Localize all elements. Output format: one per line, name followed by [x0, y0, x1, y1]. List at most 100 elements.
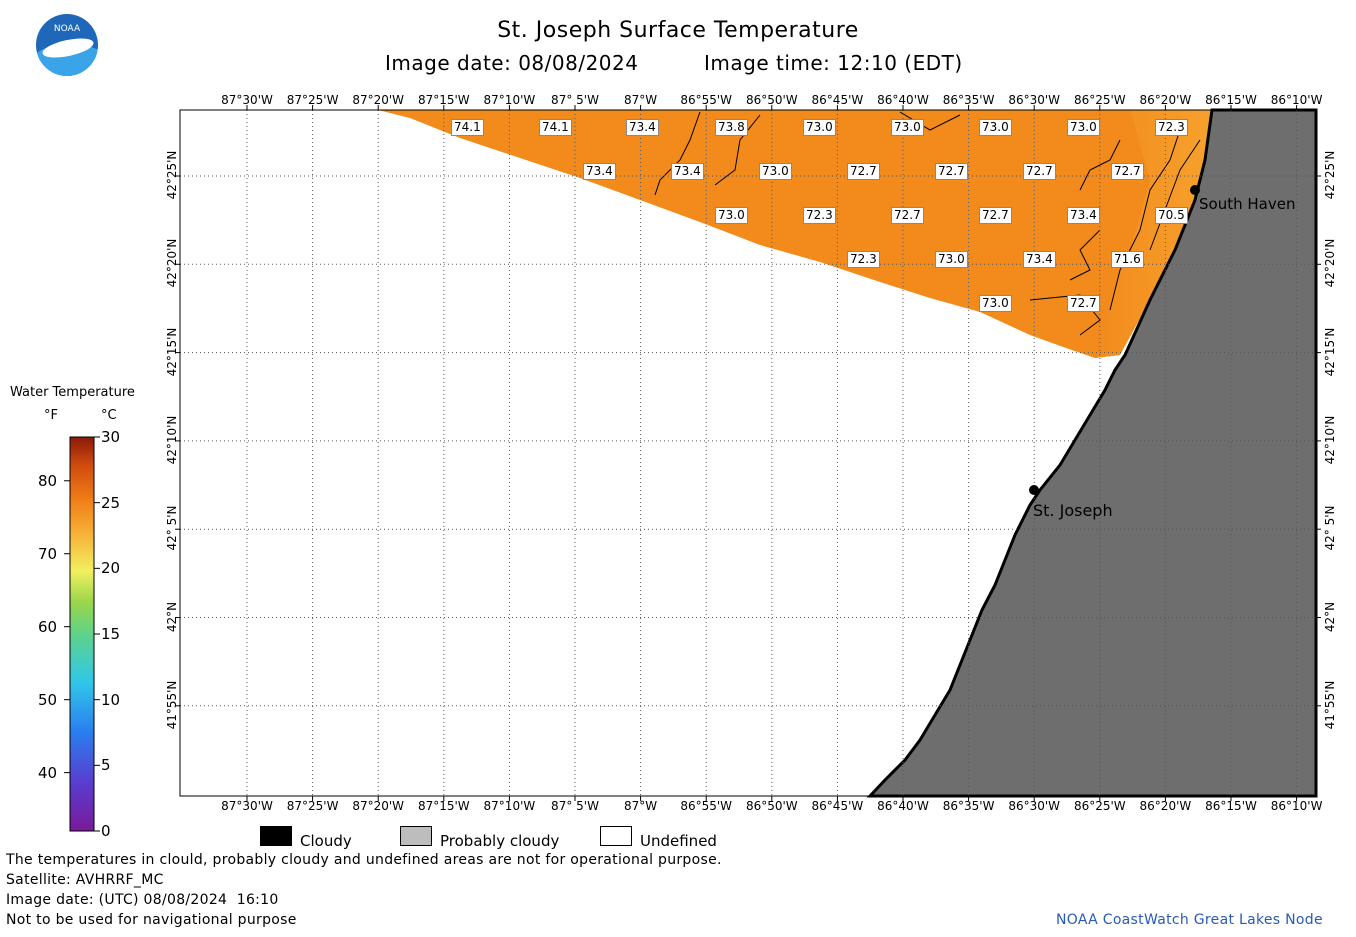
legend-title: Water Temperature [10, 385, 135, 400]
lat-label: 42°N [165, 601, 179, 632]
lon-label: 86°40'W [877, 799, 929, 813]
lon-label: 86°30'W [1008, 93, 1061, 107]
legend-unit-c: °C [101, 408, 117, 423]
legend-c-tick: 0 [101, 822, 111, 840]
key-probably-cloudy-swatch [400, 826, 432, 846]
legend-c-tick: 15 [101, 625, 121, 643]
place-st-joseph: St. Joseph [1033, 501, 1113, 520]
lon-label: 86°50'W [745, 93, 798, 107]
temperature-value: 70.5 [1155, 207, 1188, 224]
lon-label: 86°20'W [1139, 799, 1192, 813]
lon-label: 87°30'W [221, 799, 273, 813]
lon-label: 86°45'W [811, 799, 864, 813]
lon-label: 87° 5'W [551, 93, 599, 107]
lon-label: 87°15'W [417, 799, 470, 813]
temperature-value: 73.4 [1023, 251, 1056, 268]
temperature-value: 72.3 [847, 251, 880, 268]
lat-label: 42°25'N [165, 150, 179, 200]
lon-label: 86°25'W [1073, 799, 1126, 813]
temperature-value: 74.1 [451, 119, 484, 136]
lat-label: 41°55'N [165, 680, 179, 730]
footer-utc-date: Image date: (UTC) 08/08/2024 16:10 [6, 892, 279, 908]
legend-f-tick: 40 [38, 763, 58, 782]
temperature-value: 72.7 [935, 163, 968, 180]
lat-label: 42°10'N [1323, 415, 1337, 465]
lon-label: 86°35'W [942, 93, 995, 107]
lon-label: 86°55'W [680, 799, 733, 813]
key-cloudy-label: Cloudy [300, 832, 352, 850]
key-probably-cloudy-label: Probably cloudy [440, 832, 560, 850]
temperature-value: 73.0 [979, 119, 1012, 136]
lon-label: 87°10'W [483, 799, 536, 813]
lon-label: 86°15'W [1205, 93, 1257, 107]
legend-f-tick: 70 [38, 544, 58, 563]
south-haven-marker [1190, 185, 1200, 195]
lat-label: 42°15'N [1323, 327, 1337, 377]
lon-label: 86°30'W [1008, 799, 1061, 813]
temperature-value: 73.4 [626, 119, 659, 136]
lat-label: 42° 5'N [1323, 505, 1337, 551]
near-shore-water [1095, 110, 1212, 358]
temperature-value: 73.0 [715, 207, 748, 224]
lon-label: 86°25'W [1073, 93, 1126, 107]
temperature-value: 72.7 [979, 207, 1012, 224]
temperature-value: 73.0 [759, 163, 792, 180]
footer-navigation-warning: Not to be used for navigational purpose [6, 912, 297, 928]
legend-f-tick: 50 [38, 690, 58, 709]
temperature-value: 73.0 [979, 295, 1012, 312]
legend-c-tick: 25 [101, 493, 121, 512]
footer-satellite: Satellite: AVHRRF_MC [6, 872, 164, 888]
map-frame [179, 109, 1317, 797]
image-time: Image time: 12:10 (EDT) [704, 51, 963, 75]
lon-label: 86°35'W [942, 799, 995, 813]
temperature-value: 73.8 [715, 119, 748, 136]
lon-label: 87°20'W [352, 799, 405, 813]
lat-label: 41°55'N [1323, 680, 1337, 730]
lon-label: 87°30'W [221, 93, 273, 107]
temperature-value: 73.0 [1067, 119, 1100, 136]
temperature-value: 71.6 [1111, 251, 1144, 268]
temperature-value: 72.3 [803, 207, 836, 224]
temperature-value: 73.0 [803, 119, 836, 136]
lon-label: 87°25'W [286, 93, 339, 107]
water-temperature-area [378, 110, 1212, 358]
lon-label: 87°W [624, 93, 658, 107]
logo-text: NOAA [53, 24, 81, 34]
lat-label: 42° 5'N [165, 505, 179, 551]
key-undefined-swatch [600, 826, 632, 846]
temperature-value: 73.0 [935, 251, 968, 268]
temperature-value: 72.7 [1067, 295, 1100, 312]
lon-label: 86°20'W [1139, 93, 1192, 107]
key-cloudy-swatch [260, 826, 292, 846]
graticule [180, 110, 1316, 796]
lon-label: 86°45'W [811, 93, 864, 107]
temperature-value: 74.1 [539, 119, 572, 136]
place-south-haven: South Haven [1199, 195, 1296, 213]
legend-c-tick: 5 [101, 756, 111, 775]
lat-label: 42°10'N [165, 415, 179, 465]
temperature-value: 73.4 [583, 163, 616, 180]
lon-label: 86°10'W [1270, 799, 1323, 813]
land-area [866, 108, 1318, 798]
lon-label: 86°40'W [877, 93, 929, 107]
temperature-contours [654, 111, 1201, 336]
page-title: St. Joseph Surface Temperature [497, 18, 859, 43]
colorbar [69, 436, 95, 832]
legend-f-tick: 60 [38, 617, 58, 636]
lon-label: 87° 5'W [551, 799, 599, 813]
key-undefined-label: Undefined [640, 832, 717, 850]
st-joseph-marker [1029, 485, 1039, 495]
lat-label: 42°25'N [1323, 150, 1337, 200]
temperature-value: 73.4 [671, 163, 704, 180]
lat-label: 42°20'N [165, 238, 179, 288]
lon-label: 87°10'W [483, 93, 536, 107]
temperature-value: 73.4 [1067, 207, 1100, 224]
temperature-value: 72.7 [847, 163, 880, 180]
lat-label: 42°15'N [165, 327, 179, 377]
lon-label: 86°50'W [745, 799, 798, 813]
temperature-value: 72.7 [891, 207, 924, 224]
legend-c-tick: 30 [101, 428, 121, 446]
temperature-value: 72.7 [1023, 163, 1056, 180]
lon-label: 87°25'W [286, 799, 339, 813]
